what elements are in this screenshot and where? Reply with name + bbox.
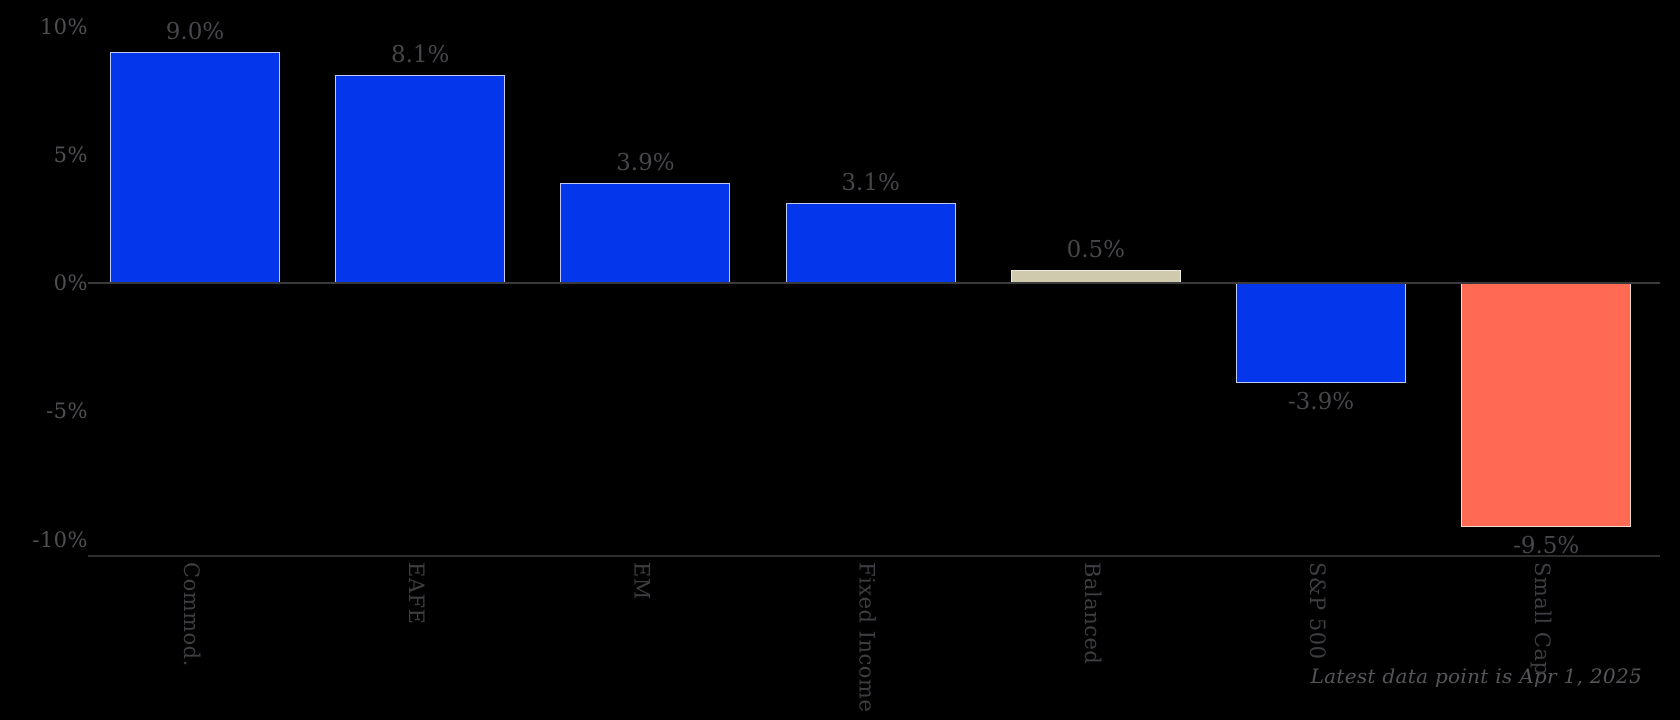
bar <box>110 52 280 283</box>
bar-value-label: -3.9% <box>1287 389 1355 416</box>
y-axis-tick-label: -5% <box>46 399 88 424</box>
bar <box>1236 283 1406 384</box>
x-axis-label: EAFE <box>404 562 429 625</box>
x-axis-label: EM <box>629 562 654 600</box>
footer-note: Latest data point is Apr 1, 2025 <box>1310 664 1642 688</box>
bar-value-label: 8.1% <box>390 42 450 69</box>
x-axis-label: Small Cap <box>1530 562 1555 676</box>
x-axis-label: Fixed Income <box>854 562 879 713</box>
bar <box>560 182 731 283</box>
bar-value-label: 3.9% <box>616 149 675 176</box>
bar <box>335 75 506 283</box>
bar-value-label: 9.0% <box>165 19 225 46</box>
x-axis-label: Balanced <box>1079 562 1104 665</box>
bar <box>1461 283 1632 527</box>
x-axis-label: Commod. <box>179 562 203 667</box>
bar-value-label: 3.1% <box>841 170 900 197</box>
y-axis-tick-label: 0% <box>53 271 88 295</box>
bar <box>785 203 956 283</box>
x-axis-line <box>88 555 1660 557</box>
y-axis-tick-label: 5% <box>53 142 88 167</box>
zero-gridline <box>88 282 1660 284</box>
x-axis-label: S&P 500 <box>1305 562 1329 660</box>
y-axis-tick-label: -10% <box>32 527 88 552</box>
y-axis-tick-label: 10% <box>39 14 88 39</box>
bar-value-label: -9.5% <box>1513 532 1580 559</box>
bar-value-label: 0.5% <box>1066 237 1126 264</box>
